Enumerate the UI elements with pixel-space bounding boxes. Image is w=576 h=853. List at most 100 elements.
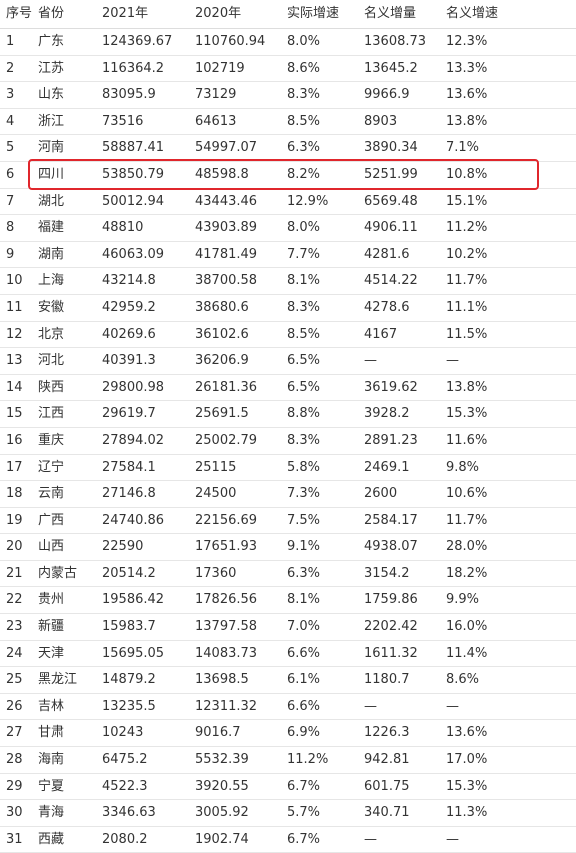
cell-2021: 4522.3: [102, 773, 195, 801]
cell-nominal-growth: 10.8%: [446, 161, 576, 189]
cell-province: 四川: [38, 161, 102, 189]
table-row: 22 贵州 19586.42 17826.56 8.1% 1759.86 9.9%: [0, 586, 576, 615]
cell-province: 贵州: [38, 586, 102, 615]
cell-2021: 29800.98: [102, 374, 195, 402]
cell-real-growth: 7.3%: [287, 480, 364, 508]
cell-real-growth: 8.8%: [287, 400, 364, 428]
cell-rank: 8: [0, 214, 38, 242]
cell-nominal-increase: 3928.2: [364, 400, 446, 428]
cell-2021: 53850.79: [102, 161, 195, 189]
header-row: 序号 省份 2021年 2020年 实际增速 名义增量 名义增速: [0, 0, 576, 29]
cell-real-growth: 11.2%: [287, 746, 364, 774]
cell-real-growth: 6.6%: [287, 640, 364, 668]
cell-2020: 73129: [195, 81, 287, 109]
table-row: 6 四川 53850.79 48598.8 8.2% 5251.99 10.8%: [0, 161, 576, 189]
table-row: 20 山西 22590 17651.93 9.1% 4938.07 28.0%: [0, 533, 576, 561]
cell-nominal-growth: 15.1%: [446, 188, 576, 216]
cell-2020: 17360: [195, 560, 287, 588]
cell-nominal-growth: 13.8%: [446, 374, 576, 402]
cell-rank: 13: [0, 347, 38, 375]
cell-rank: 18: [0, 480, 38, 508]
table-row: 2 江苏 116364.2 102719 8.6% 13645.2 13.3%: [0, 55, 576, 83]
cell-2021: 40269.6: [102, 321, 195, 349]
cell-nominal-increase: 2202.42: [364, 613, 446, 641]
cell-2020: 9016.7: [195, 719, 287, 748]
cell-nominal-increase: 13608.73: [364, 28, 446, 56]
cell-rank: 12: [0, 321, 38, 349]
cell-nominal-increase: 1226.3: [364, 719, 446, 748]
cell-rank: 26: [0, 693, 38, 721]
cell-2020: 22156.69: [195, 507, 287, 535]
cell-real-growth: 6.7%: [287, 773, 364, 801]
cell-real-growth: 6.5%: [287, 374, 364, 402]
cell-nominal-growth: 7.1%: [446, 134, 576, 162]
cell-real-growth: 6.6%: [287, 693, 364, 721]
header-nominal-growth: 名义增速: [446, 0, 576, 29]
header-province: 省份: [38, 0, 102, 29]
cell-real-growth: 8.0%: [287, 28, 364, 56]
cell-rank: 15: [0, 400, 38, 428]
table-row: 14 陕西 29800.98 26181.36 6.5% 3619.62 13.8%: [0, 374, 576, 402]
cell-nominal-increase: 1611.32: [364, 640, 446, 668]
cell-2020: 1902.74: [195, 826, 287, 853]
cell-province: 青海: [38, 799, 102, 827]
cell-nominal-increase: 4281.6: [364, 241, 446, 269]
cell-rank: 19: [0, 507, 38, 535]
cell-2020: 25115: [195, 454, 287, 482]
cell-nominal-growth: 11.7%: [446, 507, 576, 535]
cell-2021: 27584.1: [102, 454, 195, 482]
cell-2020: 5532.39: [195, 746, 287, 774]
cell-2020: 36206.9: [195, 347, 287, 375]
table-row: 9 湖南 46063.09 41781.49 7.7% 4281.6 10.2%: [0, 241, 576, 269]
cell-nominal-increase: 4906.11: [364, 214, 446, 242]
cell-2021: 48810: [102, 214, 195, 242]
table-row: 16 重庆 27894.02 25002.79 8.3% 2891.23 11.6%: [0, 427, 576, 455]
cell-2021: 116364.2: [102, 55, 195, 83]
cell-nominal-growth: 13.8%: [446, 108, 576, 136]
cell-2021: 15983.7: [102, 613, 195, 641]
cell-nominal-growth: —: [446, 826, 576, 853]
cell-rank: 20: [0, 533, 38, 561]
cell-2020: 24500: [195, 480, 287, 508]
table-row: 18 云南 27146.8 24500 7.3% 2600 10.6%: [0, 480, 576, 508]
cell-2021: 10243: [102, 719, 195, 748]
cell-province: 吉林: [38, 693, 102, 721]
header-nominal-increase: 名义增量: [364, 0, 446, 29]
cell-nominal-increase: 2891.23: [364, 427, 446, 455]
cell-real-growth: 6.7%: [287, 826, 364, 853]
cell-2020: 13698.5: [195, 666, 287, 694]
cell-rank: 9: [0, 241, 38, 269]
cell-2020: 41781.49: [195, 241, 287, 269]
cell-nominal-growth: 11.1%: [446, 294, 576, 322]
cell-real-growth: 6.1%: [287, 666, 364, 694]
table-header: 序号 省份 2021年 2020年 实际增速 名义增量 名义增速: [0, 0, 576, 29]
cell-2021: 27894.02: [102, 427, 195, 455]
cell-nominal-growth: 16.0%: [446, 613, 576, 641]
cell-rank: 31: [0, 826, 38, 853]
cell-province: 辽宁: [38, 454, 102, 482]
cell-2020: 48598.8: [195, 161, 287, 189]
table-row: 10 上海 43214.8 38700.58 8.1% 4514.22 11.7%: [0, 267, 576, 295]
cell-nominal-increase: 1759.86: [364, 586, 446, 615]
cell-province: 甘肃: [38, 719, 102, 748]
cell-nominal-growth: —: [446, 693, 576, 721]
cell-province: 江西: [38, 400, 102, 428]
table-row: 25 黑龙江 14879.2 13698.5 6.1% 1180.7 8.6%: [0, 666, 576, 694]
cell-province: 宁夏: [38, 773, 102, 801]
cell-nominal-increase: 601.75: [364, 773, 446, 801]
cell-province: 天津: [38, 640, 102, 668]
cell-2021: 13235.5: [102, 693, 195, 721]
cell-2020: 25002.79: [195, 427, 287, 455]
table-row: 7 湖北 50012.94 43443.46 12.9% 6569.48 15.1%: [0, 188, 576, 216]
cell-nominal-increase: 2600: [364, 480, 446, 508]
cell-real-growth: 5.8%: [287, 454, 364, 482]
cell-2021: 22590: [102, 533, 195, 561]
cell-province: 山西: [38, 533, 102, 561]
cell-rank: 25: [0, 666, 38, 694]
cell-real-growth: 7.7%: [287, 241, 364, 269]
cell-nominal-growth: 13.6%: [446, 719, 576, 748]
cell-2021: 50012.94: [102, 188, 195, 216]
cell-nominal-growth: 13.3%: [446, 55, 576, 83]
table-row: 26 吉林 13235.5 12311.32 6.6% — —: [0, 693, 576, 721]
cell-rank: 16: [0, 427, 38, 455]
